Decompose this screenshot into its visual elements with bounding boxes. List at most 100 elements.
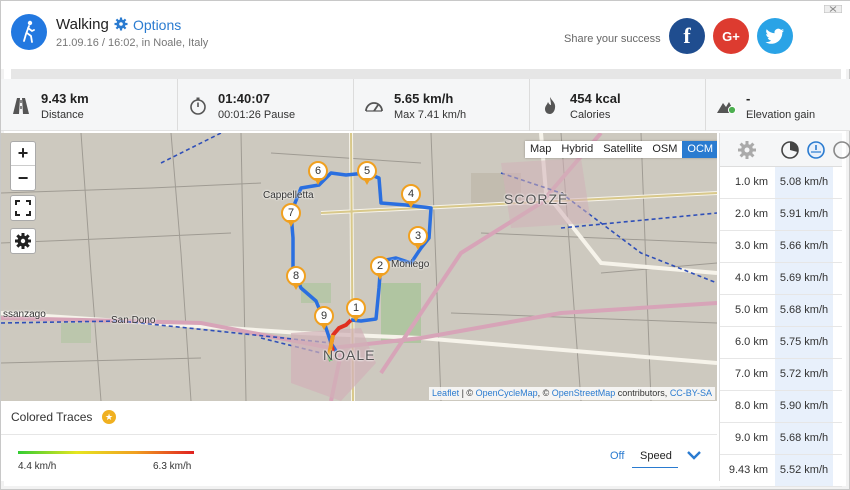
zoom-out-button[interactable]: − <box>17 167 29 188</box>
split-row: 2.0 km 5.91 km/h <box>720 199 842 231</box>
split-distance: 2.0 km <box>734 208 768 220</box>
stat-duration: 01:40:07 00:01:26 Pause <box>178 79 354 131</box>
stat-calories: 454 kcal Calories <box>530 79 706 131</box>
split-distance: 5.0 km <box>734 304 768 316</box>
fullscreen-icon <box>15 200 31 216</box>
split-distance: 9.43 km <box>728 464 768 476</box>
split-distance: 9.0 km <box>734 432 768 444</box>
layer-ocm[interactable]: OCM <box>682 141 717 158</box>
flame-icon <box>545 97 556 114</box>
stat-distance: 9.43 km Distance <box>1 79 178 131</box>
attribution-text: , © <box>537 388 552 398</box>
gear-icon[interactable] <box>737 140 757 160</box>
stat-label: Max 7.41 km/h <box>394 109 467 121</box>
layer-osm[interactable]: OSM <box>652 143 678 155</box>
layer-map[interactable]: Map <box>530 143 552 155</box>
opencyclemap-link[interactable]: OpenCycleMap <box>475 388 538 398</box>
activity-header: Walking Options 21.09.16 / 16:02, in Noa… <box>1 1 850 69</box>
split-row: 8.0 km 5.90 km/h <box>720 391 842 423</box>
attribution-text: | © <box>459 388 476 398</box>
walking-person-icon <box>11 14 47 50</box>
route-marker[interactable]: 9 <box>314 306 336 332</box>
legend-min-value: 4.4 km/h <box>18 461 57 472</box>
split-distance: 8.0 km <box>734 400 768 412</box>
route-marker[interactable]: 4 <box>401 184 423 210</box>
split-row: 1.0 km 5.08 km/h <box>720 167 842 199</box>
speedometer-icon <box>365 102 383 112</box>
split-distance: 1.0 km <box>734 176 768 188</box>
timer-icon[interactable] <box>832 140 850 160</box>
split-speed: 5.91 km/h <box>775 199 833 230</box>
pace-clock-icon[interactable] <box>780 140 800 160</box>
zoom-control: + − <box>10 141 36 191</box>
stat-speed: 5.65 km/h Max 7.41 km/h <box>354 79 530 131</box>
window-close-icon[interactable] <box>824 5 842 13</box>
stat-value: 01:40:07 <box>218 91 271 106</box>
route-marker[interactable]: 5 <box>357 161 379 187</box>
leaflet-link[interactable]: Leaflet <box>432 388 460 398</box>
route-marker[interactable]: 2 <box>370 256 392 282</box>
split-row: 9.0 km 5.68 km/h <box>720 423 842 455</box>
route-marker[interactable]: 1 <box>346 298 368 324</box>
split-row: 4.0 km 5.69 km/h <box>720 263 842 295</box>
map-attribution: Leaflet | © OpenCycleMap, © OpenStreetMa… <box>429 387 715 400</box>
split-speed: 5.08 km/h <box>775 167 833 198</box>
split-speed: 5.68 km/h <box>775 423 833 454</box>
split-speed: 5.72 km/h <box>775 359 833 390</box>
stats-bar: 9.43 km Distance 01:40:07 00:01:26 Pause… <box>1 79 850 131</box>
traces-metric-select[interactable]: Speed <box>632 446 678 468</box>
colored-traces-title: Colored Traces <box>11 410 93 424</box>
options-link[interactable]: Options <box>133 17 182 33</box>
place-label: San Dono <box>111 315 156 326</box>
split-distance: 3.0 km <box>734 240 768 252</box>
divider <box>1 434 717 435</box>
attribution-text: contributors, <box>615 388 670 398</box>
fullscreen-button[interactable] <box>10 195 36 221</box>
stat-label: Elevation gain <box>746 109 816 121</box>
place-label: Cappelletta <box>263 190 314 201</box>
twitter-bird-icon <box>765 28 784 44</box>
stat-value: - <box>746 91 751 106</box>
stat-label: 00:01:26 Pause <box>218 109 296 121</box>
splits-table: 1.0 km 5.08 km/h 2.0 km 5.91 km/h 3.0 km 5.66… <box>719 133 850 487</box>
layer-satellite[interactable]: Satellite <box>603 143 643 155</box>
openstreetmap-link[interactable]: OpenStreetMap <box>551 388 616 398</box>
split-speed: 5.75 km/h <box>775 327 833 358</box>
colored-traces-panel: Colored Traces ★ 4.4 km/h 6.3 km/h Off S… <box>1 401 717 481</box>
speed-gauge-icon[interactable] <box>806 140 826 160</box>
split-distance: 7.0 km <box>734 368 768 380</box>
place-label: NOALE <box>323 347 376 363</box>
zoom-in-button[interactable]: + <box>11 142 35 166</box>
split-distance: 4.0 km <box>734 272 768 284</box>
twitter-share-button[interactable] <box>757 18 793 54</box>
chevron-down-icon[interactable] <box>686 449 702 461</box>
activity-date-location: 21.09.16 / 16:02, in Noale, Italy <box>56 37 209 49</box>
stat-label: Distance <box>41 109 84 121</box>
route-marker[interactable]: 6 <box>308 161 330 187</box>
place-label: SCORZÈ <box>504 191 569 207</box>
route-marker[interactable]: 8 <box>286 266 308 292</box>
legend-max-value: 6.3 km/h <box>153 461 192 472</box>
googleplus-share-button[interactable]: G+ <box>713 18 749 54</box>
header-divider <box>11 69 841 79</box>
split-row: 9.43 km 5.52 km/h <box>720 455 842 487</box>
split-distance: 6.0 km <box>734 336 768 348</box>
map-settings-button[interactable] <box>10 228 36 254</box>
star-icon: ★ <box>102 410 116 424</box>
stat-value: 9.43 km <box>41 91 89 106</box>
facebook-share-button[interactable]: f <box>669 18 705 54</box>
layer-hybrid[interactable]: Hybrid <box>561 143 594 155</box>
license-link[interactable]: CC-BY-SA <box>669 388 712 398</box>
stat-label: Calories <box>570 109 611 121</box>
split-row: 5.0 km 5.68 km/h <box>720 295 842 327</box>
route-map[interactable]: Cappelletta SCORZÈ Moniego San Dono ssan… <box>1 133 717 401</box>
traces-off-option[interactable]: Off <box>610 450 625 462</box>
route-marker[interactable]: 7 <box>281 203 303 229</box>
gear-icon <box>15 233 31 249</box>
stopwatch-icon <box>190 97 206 115</box>
gear-icon[interactable] <box>114 17 128 31</box>
stat-value: 5.65 km/h <box>394 91 454 106</box>
split-speed: 5.90 km/h <box>775 391 833 422</box>
split-row: 7.0 km 5.72 km/h <box>720 359 842 391</box>
route-marker[interactable]: 3 <box>408 226 430 252</box>
